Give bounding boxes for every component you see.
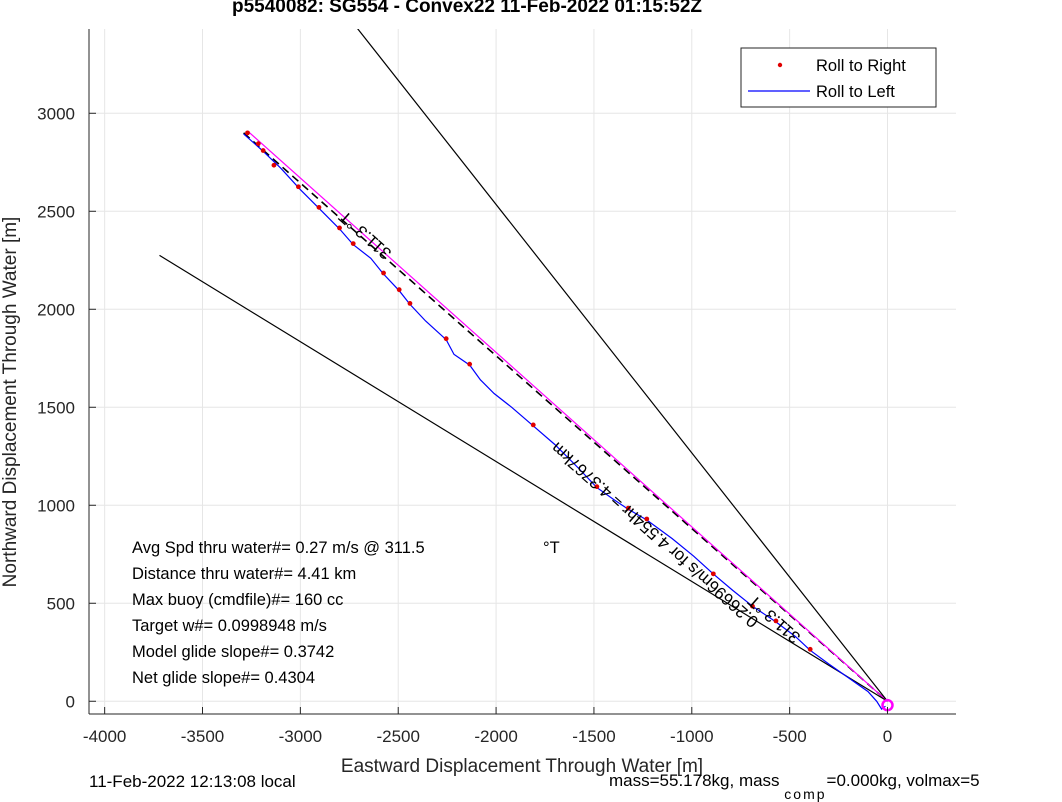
footer-mass-text: mass=55.178kg, mass [609, 771, 780, 790]
roll-right-point [316, 204, 322, 210]
stat-model-glide: Model glide slope#= 0.3742 [132, 643, 334, 661]
x-tick-label: -3500 [181, 727, 224, 746]
legend-label-roll-right: Roll to Right [816, 57, 906, 75]
plot-markers [245, 130, 813, 652]
roll-right-point [467, 361, 473, 367]
x-tick-label: -3000 [279, 727, 322, 746]
x-tick-label: -1500 [572, 727, 615, 746]
roll-right-point [350, 241, 356, 247]
roll-right-point [271, 162, 277, 168]
roll-right-point [407, 300, 413, 306]
roll-right-point [750, 603, 755, 609]
roll-right-point [625, 505, 631, 511]
legend-box [740, 47, 937, 108]
roll-right-point [773, 618, 779, 624]
stat-unit: °T [543, 539, 560, 557]
x-tick-label: -500 [773, 727, 807, 746]
y-tick-label: 1000 [37, 496, 75, 515]
roll-right-point [260, 148, 266, 153]
plot-curves [159, 29, 894, 712]
x-axis-label: Eastward Displacement Through Water [m] [341, 756, 703, 777]
footer-mass-rest: =0.000kg, volmax=5 [826, 771, 980, 790]
stat-net-glide: Net glide slope#= 0.4304 [132, 669, 315, 687]
stat-distance: Distance thru water#= 4.41 km [132, 565, 356, 583]
roll-right-point [255, 141, 261, 147]
footer-mass-subscript: comp [784, 786, 827, 802]
y-tick-label: 2000 [37, 300, 75, 319]
roll-right-point [644, 516, 650, 522]
tick-labels: -4000 -3500 -3000 -2500 -2000 -1500 -1000 -500 0… [37, 104, 892, 746]
roll-right-point [296, 184, 301, 190]
x-tick-label: -2000 [474, 727, 517, 746]
x-tick-label: -4000 [83, 727, 126, 746]
roll-right-point [530, 422, 536, 428]
roll-right-point [443, 336, 449, 342]
heading-line-dashed [243, 132, 889, 702]
footer-local-time: 11-Feb-2022 12:13:08 local [89, 772, 296, 791]
plot-background [89, 29, 956, 714]
legend: Roll to Right Roll to Left [740, 47, 937, 108]
grid-lines [89, 29, 956, 714]
roll-right-point [396, 287, 402, 293]
axes [88, 29, 956, 715]
stat-max-buoy: Max buoy (cmdfile)#= 160 cc [132, 591, 343, 609]
roll-right-point [381, 270, 386, 276]
chart-title: p5540082: SG554 - Convex22 11-Feb-2022 0… [232, 0, 702, 17]
stat-avg-speed: Avg Spd thru water#= 0.27 m/s @ 311.5 [132, 539, 425, 557]
footer-mass-info: mass=55.178kg, mass comp=0.000kg, volmax… [609, 771, 980, 802]
x-tick-label: 0 [883, 727, 892, 746]
y-tick-label: 3000 [37, 104, 75, 123]
stat-target-w: Target w#= 0.0998948 m/s [132, 617, 327, 635]
roll-right-point [245, 130, 250, 136]
roll-right-point [594, 484, 600, 490]
y-tick-label: 2500 [37, 202, 75, 221]
roll-right-point [710, 571, 716, 577]
bounding-line [159, 254, 888, 702]
y-tick-label: 500 [47, 594, 75, 613]
y-tick-label: 1500 [37, 398, 75, 417]
legend-label-roll-left: Roll to Left [816, 83, 895, 101]
roll-right-point [337, 225, 342, 231]
roll-right-point [807, 646, 813, 652]
heading-line-magenta [247, 130, 888, 702]
y-tick-label: 0 [66, 692, 75, 711]
bounding-line [357, 29, 888, 702]
x-tick-label: -2500 [376, 727, 419, 746]
y-axis-label: Northward Displacement Through Water [m] [0, 217, 21, 588]
legend-marker-roll-right [777, 62, 783, 68]
stats-box: Avg Spd thru water#= 0.27 m/s @ 311.5 °T… [132, 539, 560, 687]
roll-left-line [243, 133, 886, 710]
x-tick-label: -1000 [670, 727, 713, 746]
